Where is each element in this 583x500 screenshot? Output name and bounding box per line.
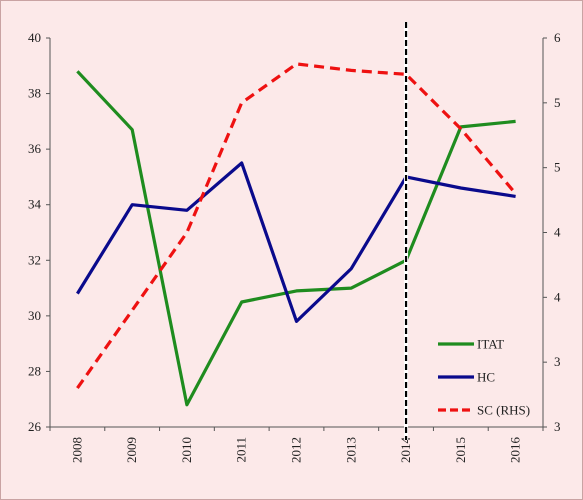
x-tick-label: 2013 — [343, 437, 358, 463]
y-tick-label-right: 3 — [554, 419, 561, 434]
x-tick-label: 2010 — [179, 437, 194, 463]
legend-label: ITAT — [477, 337, 504, 352]
y-tick-label-right: 4 — [554, 225, 561, 240]
x-tick-label: 2012 — [289, 437, 304, 463]
y-tick-label-right: 6 — [554, 30, 561, 45]
y-tick-label-left: 40 — [28, 30, 41, 45]
x-tick-label: 2009 — [124, 437, 139, 463]
y-tick-label-right: 5 — [554, 160, 561, 175]
x-tick-label: 2008 — [69, 437, 84, 463]
series-line-itat — [76, 70, 516, 407]
y-tick-label-left: 26 — [28, 419, 42, 434]
x-tick-label: 2011 — [234, 437, 249, 463]
y-tick-label-left: 30 — [28, 308, 41, 323]
y-tick-label-right: 5 — [554, 95, 561, 110]
legend-label: SC (RHS) — [477, 403, 530, 418]
x-tick-label: 2016 — [508, 437, 523, 464]
y-tick-label-left: 38 — [28, 86, 41, 101]
y-tick-label-right: 4 — [554, 289, 561, 304]
y-tick-label-left: 34 — [28, 197, 42, 212]
series-line-hc — [76, 161, 516, 323]
legend-label: HC — [477, 370, 495, 385]
series-line-sc-rhs — [76, 62, 517, 390]
x-tick-label: 2015 — [453, 437, 468, 463]
y-tick-label-left: 32 — [28, 252, 41, 267]
y-tick-label-left: 28 — [28, 363, 41, 378]
y-tick-label-right: 3 — [554, 354, 561, 369]
y-tick-label-left: 36 — [28, 141, 42, 156]
x-tick-label: 2014 — [398, 437, 413, 464]
